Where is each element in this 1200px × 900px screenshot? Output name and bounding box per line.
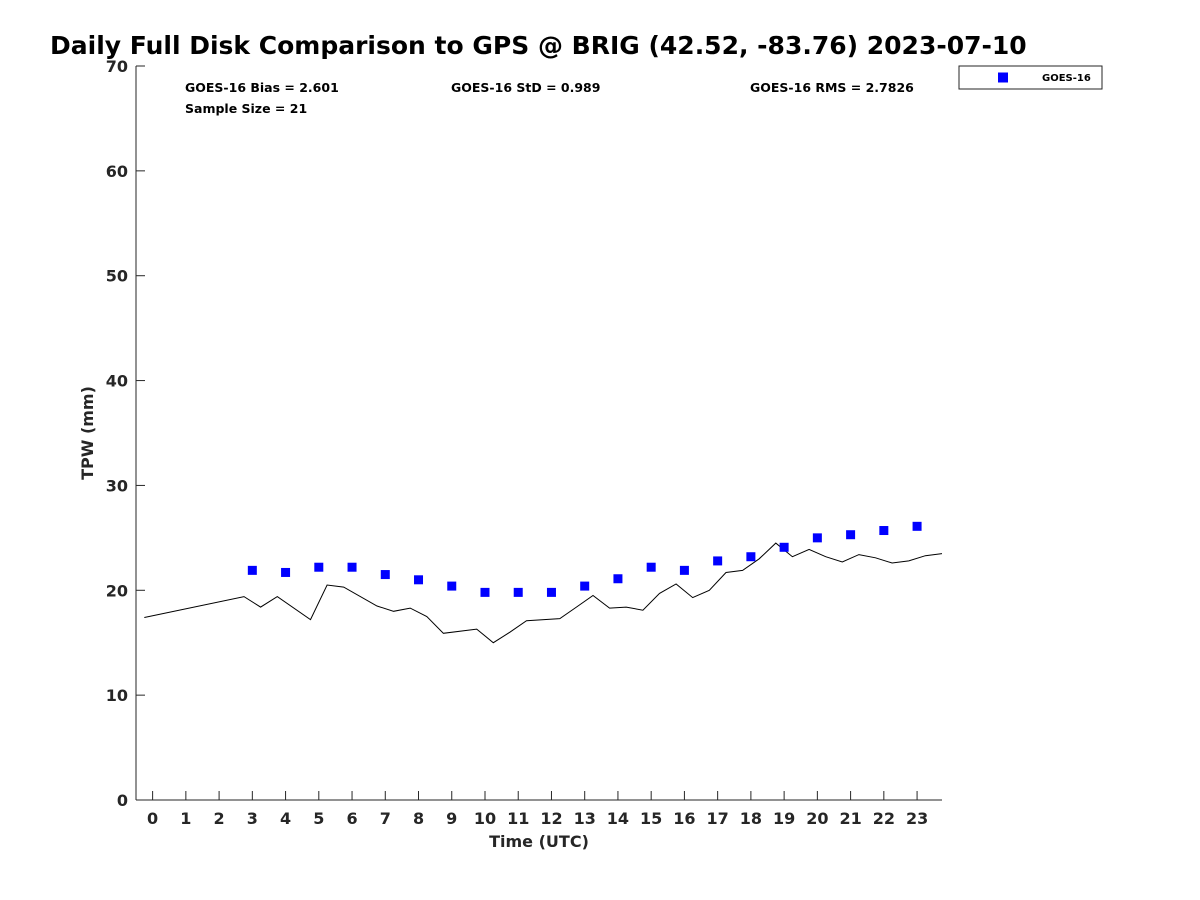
- x-tick-label: 14: [607, 809, 629, 828]
- goes16-point: [879, 526, 889, 536]
- y-tick-label: 60: [106, 162, 128, 181]
- y-tick-label: 10: [106, 686, 128, 705]
- goes16-point: [846, 530, 856, 540]
- x-tick-label: 11: [507, 809, 529, 828]
- goes16-point: [746, 552, 756, 562]
- x-tick-label: 18: [740, 809, 762, 828]
- goes16-point: [546, 587, 556, 597]
- legend-marker: [998, 72, 1008, 83]
- x-tick-label: 20: [806, 809, 828, 828]
- y-tick-label: 70: [106, 57, 128, 76]
- x-tick-label: 1: [180, 809, 191, 828]
- x-tick-label: 17: [707, 809, 729, 828]
- y-tick-label: 20: [106, 581, 128, 600]
- stat-bias: GOES-16 Bias = 2.601: [185, 80, 339, 95]
- axes: [135, 66, 942, 801]
- x-tick-label: 7: [380, 809, 391, 828]
- goes16-point: [912, 521, 922, 531]
- x-tick-label: 0: [147, 809, 158, 828]
- goes16-point: [679, 565, 689, 575]
- goes16-point: [380, 570, 390, 580]
- x-tick-label: 15: [640, 809, 662, 828]
- goes16-point: [513, 587, 523, 597]
- stat-std: GOES-16 StD = 0.989: [451, 80, 600, 95]
- x-tick-label: 16: [673, 809, 695, 828]
- y-tick-label: 0: [117, 791, 128, 810]
- x-tick-label: 12: [540, 809, 562, 828]
- y-axis-label: TPW (mm): [78, 386, 97, 480]
- legend-box: [958, 65, 1103, 90]
- x-tick-label: 9: [446, 809, 457, 828]
- x-tick-label: 3: [247, 809, 258, 828]
- x-tick-label: 19: [773, 809, 795, 828]
- y-ticks: 0 10 20 30 40 50 60 70: [106, 57, 145, 810]
- goes16-point: [281, 567, 291, 577]
- goes16-point: [646, 562, 656, 572]
- goes16-point: [812, 533, 822, 543]
- goes16-point: [414, 575, 424, 585]
- x-ticks: 0 1 2 3 4 5 6 7 8 9 10 11 12 13 14 15 16 17 18 19 20 21 22 23: [147, 791, 928, 828]
- goes16-point: [247, 565, 257, 575]
- stat-sample-size: Sample Size = 21: [185, 101, 307, 116]
- x-tick-label: 10: [474, 809, 496, 828]
- y-tick-label: 30: [106, 476, 128, 495]
- x-tick-label: 13: [574, 809, 596, 828]
- x-tick-label: 8: [413, 809, 424, 828]
- chart-title: Daily Full Disk Comparison to GPS @ BRIG…: [50, 31, 1027, 60]
- goes16-point: [314, 562, 324, 572]
- y-tick-label: 50: [106, 267, 128, 286]
- x-tick-label: 5: [313, 809, 324, 828]
- goes16-point: [347, 562, 357, 572]
- stat-rms: GOES-16 RMS = 2.7826: [750, 80, 914, 95]
- x-tick-label: 23: [906, 809, 928, 828]
- goes16-point: [480, 587, 490, 597]
- plot-area: [144, 521, 943, 644]
- goes16-point: [713, 556, 723, 566]
- goes16-point: [613, 574, 623, 584]
- x-tick-label: 4: [280, 809, 291, 828]
- goes16-point: [779, 542, 789, 552]
- y-tick-label: 40: [106, 372, 128, 391]
- gps-tpw-line: [144, 542, 943, 644]
- goes16-point: [580, 581, 590, 591]
- legend: GOES-16: [958, 65, 1103, 90]
- legend-label-goes16: GOES-16: [1042, 73, 1091, 84]
- x-tick-label: 2: [214, 809, 225, 828]
- x-tick-label: 22: [873, 809, 895, 828]
- x-tick-label: 21: [839, 809, 861, 828]
- goes16-point: [447, 581, 457, 591]
- x-tick-label: 6: [346, 809, 357, 828]
- x-axis-label: Time (UTC): [489, 832, 589, 851]
